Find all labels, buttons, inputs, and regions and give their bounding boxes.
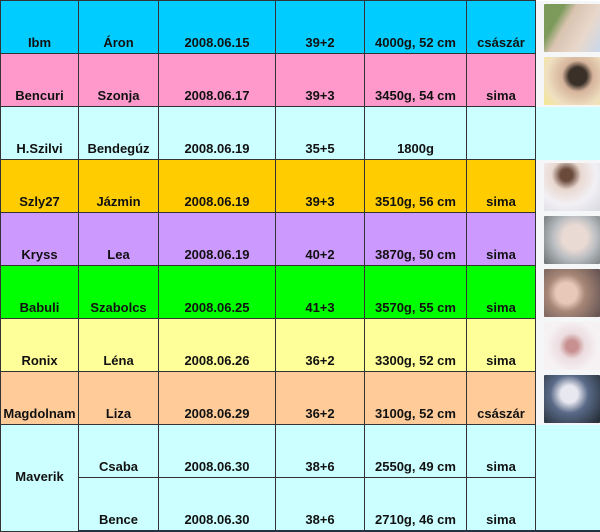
birth-size-cell: 3450g, 54 cm (365, 54, 467, 107)
baby-photo (544, 216, 600, 264)
gestation-week-cell: 40+2 (276, 213, 365, 266)
baby-photo (544, 57, 600, 105)
gestation-week-cell: 39+3 (276, 160, 365, 213)
birth-type-cell: császár (467, 372, 536, 425)
baby-photo (544, 322, 600, 370)
birth-size-cell: 3870g, 50 cm (365, 213, 467, 266)
birth-type-cell: sima (467, 319, 536, 372)
gestation-week-cell: 39+2 (276, 1, 365, 54)
birth-size-cell: 4000g, 52 cm (365, 1, 467, 54)
photo-cell (536, 266, 600, 319)
birth-date-cell: 2008.06.25 (159, 266, 276, 319)
birth-size-cell: 2710g, 46 cm (365, 478, 467, 532)
baby-name-cell: Jázmin (79, 160, 159, 213)
photo-cell (536, 54, 600, 107)
gestation-week-cell: 36+2 (276, 319, 365, 372)
birth-type-cell (467, 107, 536, 160)
baby-name-cell: Csaba (79, 425, 159, 478)
birth-size-cell: 2550g, 49 cm (365, 425, 467, 478)
birth-size-cell: 3100g, 52 cm (365, 372, 467, 425)
mother-nick-cell: Ronix (1, 319, 79, 372)
baby-photo (544, 375, 600, 423)
birth-type-cell: sima (467, 160, 536, 213)
birth-type-cell: sima (467, 478, 536, 532)
birth-date-cell: 2008.06.19 (159, 107, 276, 160)
birth-date-cell: 2008.06.17 (159, 54, 276, 107)
mother-nick-cell: Ibm (1, 1, 79, 54)
gestation-week-cell: 39+3 (276, 54, 365, 107)
baby-name-cell: Bendegúz (79, 107, 159, 160)
mother-nick-cell: Maverik (1, 425, 79, 532)
birth-type-cell: császár (467, 1, 536, 54)
photo-cell (536, 107, 600, 160)
baby-photo (544, 4, 600, 52)
baby-name-cell: Szonja (79, 54, 159, 107)
baby-name-cell: Bence (79, 478, 159, 532)
birth-date-cell: 2008.06.29 (159, 372, 276, 425)
birth-size-cell: 1800g (365, 107, 467, 160)
photo-cell (536, 213, 600, 266)
birth-date-cell: 2008.06.15 (159, 1, 276, 54)
photo-cell (536, 478, 600, 532)
birth-size-cell: 3300g, 52 cm (365, 319, 467, 372)
photo-cell (536, 160, 600, 213)
gestation-week-cell: 35+5 (276, 107, 365, 160)
mother-nick-cell: Bencuri (1, 54, 79, 107)
baby-name-cell: Liza (79, 372, 159, 425)
birth-size-cell: 3570g, 55 cm (365, 266, 467, 319)
birth-type-cell: sima (467, 54, 536, 107)
baby-name-cell: Áron (79, 1, 159, 54)
baby-name-cell: Léna (79, 319, 159, 372)
birth-type-cell: sima (467, 213, 536, 266)
photo-cell (536, 372, 600, 425)
mother-nick-cell: Szly27 (1, 160, 79, 213)
birth-type-cell: sima (467, 266, 536, 319)
birth-date-cell: 2008.06.26 (159, 319, 276, 372)
birth-size-cell: 3510g, 56 cm (365, 160, 467, 213)
birth-type-cell: sima (467, 425, 536, 478)
birth-date-cell: 2008.06.30 (159, 425, 276, 478)
photo-cell (536, 1, 600, 54)
gestation-week-cell: 38+6 (276, 478, 365, 532)
gestation-week-cell: 41+3 (276, 266, 365, 319)
baby-photo (544, 163, 600, 211)
gestation-week-cell: 36+2 (276, 372, 365, 425)
baby-name-cell: Lea (79, 213, 159, 266)
birth-date-cell: 2008.06.19 (159, 213, 276, 266)
mother-nick-cell: H.Szilvi (1, 107, 79, 160)
gestation-week-cell: 38+6 (276, 425, 365, 478)
photo-cell (536, 319, 600, 372)
photo-cell (536, 425, 600, 478)
birth-date-cell: 2008.06.19 (159, 160, 276, 213)
baby-name-cell: Szabolcs (79, 266, 159, 319)
baby-photo (544, 269, 600, 317)
mother-nick-cell: Babuli (1, 266, 79, 319)
mother-nick-cell: Kryss (1, 213, 79, 266)
birth-date-cell: 2008.06.30 (159, 478, 276, 532)
mother-nick-cell: Magdolnam (1, 372, 79, 425)
